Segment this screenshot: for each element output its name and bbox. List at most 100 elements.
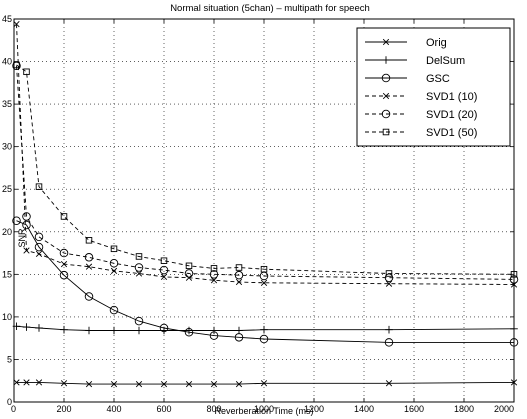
data-point xyxy=(159,265,169,275)
data-point xyxy=(159,323,169,333)
data-point xyxy=(260,279,268,286)
data-point xyxy=(510,325,518,333)
data-point xyxy=(85,237,93,244)
data-point xyxy=(134,316,144,326)
data-point xyxy=(184,269,194,278)
data-point xyxy=(185,381,193,388)
x-tick-label: 400 xyxy=(106,404,121,414)
x-tick-label: 600 xyxy=(156,404,171,414)
data-point xyxy=(109,259,119,268)
y-tick-label: 40 xyxy=(2,57,12,67)
data-point xyxy=(34,232,44,242)
data-point xyxy=(13,379,20,386)
data-point xyxy=(510,271,518,278)
data-point xyxy=(259,334,269,344)
x-axis-label: Reverberation Time (ms) xyxy=(214,406,313,416)
y-tick-label: 5 xyxy=(7,354,12,364)
y-tick-label: 35 xyxy=(2,99,12,109)
x-tick-label: 1200 xyxy=(304,404,324,414)
y-tick-label: 20 xyxy=(2,227,12,237)
data-point xyxy=(12,322,21,331)
legend-label: SVD1 (20) xyxy=(426,109,477,121)
x-tick-label: 1800 xyxy=(454,404,474,414)
data-point xyxy=(23,379,30,386)
legend-item-delsum: DelSum xyxy=(365,55,465,67)
data-point xyxy=(84,253,94,262)
series-line xyxy=(16,24,515,285)
data-point xyxy=(235,326,243,335)
series-svd1-20 xyxy=(12,61,519,284)
data-point xyxy=(160,273,168,281)
data-point xyxy=(385,270,393,277)
series-line xyxy=(16,381,515,385)
legend-box xyxy=(356,27,511,147)
legend-label: SVD1 (10) xyxy=(426,91,477,103)
data-point xyxy=(22,212,31,221)
y-tick-label: 0 xyxy=(7,397,12,407)
data-point xyxy=(85,263,93,270)
data-point xyxy=(59,270,69,280)
legend-item-svd1-20: SVD1 (20) xyxy=(365,109,477,121)
data-point xyxy=(210,326,218,335)
data-point xyxy=(35,183,43,190)
legend-label: GSC xyxy=(426,73,450,85)
data-point xyxy=(382,56,390,64)
data-point xyxy=(509,275,519,284)
series-svd1-10 xyxy=(13,20,518,288)
data-point xyxy=(85,381,93,388)
data-point xyxy=(60,213,68,220)
data-point xyxy=(381,109,391,119)
data-point xyxy=(35,250,43,258)
y-tick-label: 10 xyxy=(2,312,12,322)
legend-item-orig: Orig xyxy=(365,37,447,49)
data-point xyxy=(13,61,20,69)
legend-label: SVD1 (50) xyxy=(426,127,477,139)
legend-label: DelSum xyxy=(426,55,465,67)
data-point xyxy=(34,242,44,252)
axis-ticks: 0 200 400 600 800 1000 1200 1400 1600 1800 2000 0 5 1… xyxy=(2,14,515,414)
data-point xyxy=(382,92,390,100)
data-point xyxy=(23,68,30,76)
data-point xyxy=(235,278,243,286)
data-point xyxy=(110,245,118,253)
data-point xyxy=(382,128,390,136)
data-point xyxy=(510,379,518,386)
series-orig xyxy=(13,379,518,388)
y-tick-label: 30 xyxy=(2,142,12,152)
series-line xyxy=(16,325,515,331)
data-point xyxy=(135,270,143,277)
data-point xyxy=(60,380,68,387)
y-tick-label: 45 xyxy=(2,14,12,24)
data-point xyxy=(135,326,143,335)
data-point xyxy=(109,305,119,315)
data-point xyxy=(210,265,218,272)
data-point xyxy=(260,265,268,273)
data-point xyxy=(234,333,244,342)
data-point xyxy=(60,325,68,334)
series-line xyxy=(16,64,515,275)
data-point xyxy=(110,326,118,335)
data-point xyxy=(184,327,194,337)
data-point xyxy=(160,381,168,388)
data-point xyxy=(509,338,519,347)
data-point xyxy=(234,270,244,280)
series-gsc xyxy=(12,216,519,347)
data-point xyxy=(110,267,118,275)
chart-title: Normal situation (5chan) – multipath for… xyxy=(170,3,370,14)
data-point xyxy=(210,381,218,388)
data-point xyxy=(135,381,143,388)
x-tick-label: 0 xyxy=(11,404,16,414)
data-point xyxy=(135,253,143,260)
legend-item-svd1-10: SVD1 (10) xyxy=(365,91,477,103)
legend-label: Orig xyxy=(426,37,447,49)
y-axis-label: SNR xyxy=(17,228,27,248)
x-tick-label: 1600 xyxy=(404,404,424,414)
data-point xyxy=(110,381,118,388)
series-group xyxy=(12,20,519,388)
data-point xyxy=(385,325,393,334)
legend-item-svd1-50: SVD1 (50) xyxy=(365,127,477,139)
data-point xyxy=(209,331,219,340)
data-point xyxy=(85,326,93,335)
x-tick-label: 2000 xyxy=(494,404,514,414)
